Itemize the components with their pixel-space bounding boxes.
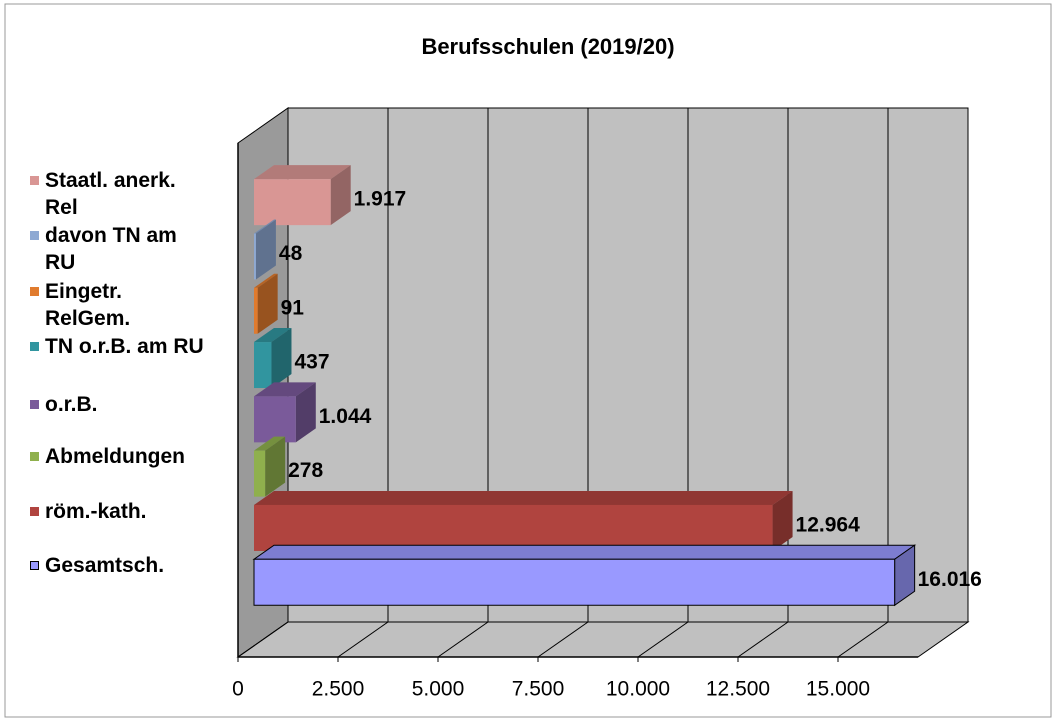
grid-floor-line bbox=[737, 621, 789, 658]
legend-item: o.r.B. bbox=[30, 391, 208, 418]
value-label: 91 bbox=[281, 296, 305, 319]
legend-label: Staatl. anerk. Rel bbox=[45, 169, 176, 219]
value-label: 1.044 bbox=[319, 405, 372, 428]
value-label: 12.964 bbox=[796, 513, 861, 536]
bar-side bbox=[255, 219, 276, 280]
bar-top bbox=[254, 436, 286, 451]
value-label: 437 bbox=[294, 351, 329, 374]
bar-top-shade bbox=[254, 328, 292, 343]
x-tick-label: 2.500 bbox=[312, 678, 365, 701]
bar-side-shade bbox=[265, 436, 286, 497]
x-tick-label: 10.000 bbox=[606, 678, 670, 701]
bar-top bbox=[254, 219, 276, 234]
bar-side-shade bbox=[330, 165, 351, 226]
bar bbox=[254, 396, 296, 443]
bar-top bbox=[254, 490, 793, 505]
x-tick-label: 5.000 bbox=[412, 678, 465, 701]
legend-item: Gesamtsch. bbox=[30, 552, 208, 579]
legend-item: Staatl. anerk. Rel bbox=[30, 167, 208, 221]
bar-side-shade bbox=[295, 382, 316, 443]
legend-item: TN o.r.B. am RU bbox=[30, 333, 208, 360]
x-tick-label: 15.000 bbox=[806, 678, 870, 701]
grid-floor-line bbox=[537, 621, 589, 658]
bar-side-shade bbox=[271, 328, 292, 389]
legend-label: röm.-kath. bbox=[45, 500, 147, 523]
legend-label: TN o.r.B. am RU bbox=[45, 335, 204, 358]
bar bbox=[254, 450, 266, 497]
bar bbox=[254, 179, 331, 226]
legend-label: Gesamtsch. bbox=[45, 554, 165, 577]
x-tick-label: 12.500 bbox=[706, 678, 770, 701]
legend-label: davon TN am RU bbox=[45, 224, 177, 274]
legend-swatch bbox=[30, 452, 39, 461]
x-tick-label: 0 bbox=[232, 678, 244, 701]
bar-top bbox=[254, 328, 292, 343]
value-label: 48 bbox=[279, 242, 303, 265]
bar bbox=[254, 504, 773, 551]
legend-swatch bbox=[30, 231, 39, 240]
bar-side bbox=[295, 382, 316, 443]
legend-label: Eingetr. RelGem. bbox=[45, 280, 131, 330]
bar bbox=[254, 233, 256, 280]
bar-side-shade bbox=[894, 545, 915, 606]
x-tick-label: 7.500 bbox=[512, 678, 565, 701]
bar-top bbox=[254, 382, 316, 397]
bar-side bbox=[257, 273, 278, 334]
legend-swatch bbox=[30, 342, 39, 351]
bar bbox=[253, 558, 896, 606]
bar-top-shade bbox=[254, 273, 278, 288]
bar-side-shade bbox=[257, 273, 278, 334]
grid-floor-line bbox=[637, 621, 689, 658]
floor bbox=[236, 621, 970, 658]
bar-top bbox=[254, 273, 278, 288]
legend-label: o.r.B. bbox=[45, 393, 98, 416]
legend-swatch bbox=[30, 561, 39, 570]
value-label: 16.016 bbox=[918, 568, 982, 591]
bar-top-shade bbox=[254, 490, 793, 505]
bar-side bbox=[265, 436, 286, 497]
bar-top-shade bbox=[254, 219, 276, 234]
bar-top-shade bbox=[254, 436, 286, 451]
bar-side bbox=[271, 328, 292, 389]
bar-side bbox=[772, 490, 793, 551]
legend-item: Eingetr. RelGem. bbox=[30, 278, 208, 332]
value-label: 1.917 bbox=[354, 188, 407, 211]
grid-floor-line bbox=[237, 621, 289, 658]
bar-top-shade bbox=[254, 382, 316, 397]
value-label: 278 bbox=[288, 459, 323, 482]
legend-swatch bbox=[30, 400, 39, 409]
legend-swatch bbox=[30, 507, 39, 516]
bar bbox=[254, 287, 258, 334]
legend-swatch bbox=[30, 287, 39, 296]
grid-floor-line bbox=[837, 621, 889, 658]
legend-item: Abmeldungen bbox=[30, 443, 208, 470]
legend-swatch bbox=[30, 176, 39, 185]
bar-top-shade bbox=[254, 545, 915, 560]
legend-label: Abmeldungen bbox=[45, 445, 185, 468]
bar-side-shade bbox=[772, 490, 793, 551]
chart-title: Berufsschulen (2019/20) bbox=[421, 34, 674, 59]
bar-top bbox=[254, 165, 351, 180]
bar-top-shade bbox=[254, 165, 351, 180]
grid-floor-line bbox=[437, 621, 489, 658]
bar-side bbox=[330, 165, 351, 226]
legend-item: davon TN am RU bbox=[30, 222, 208, 276]
legend-item: röm.-kath. bbox=[30, 498, 208, 525]
bar bbox=[254, 342, 272, 389]
bar-side-shade bbox=[255, 219, 276, 280]
grid-floor-line bbox=[337, 621, 389, 658]
